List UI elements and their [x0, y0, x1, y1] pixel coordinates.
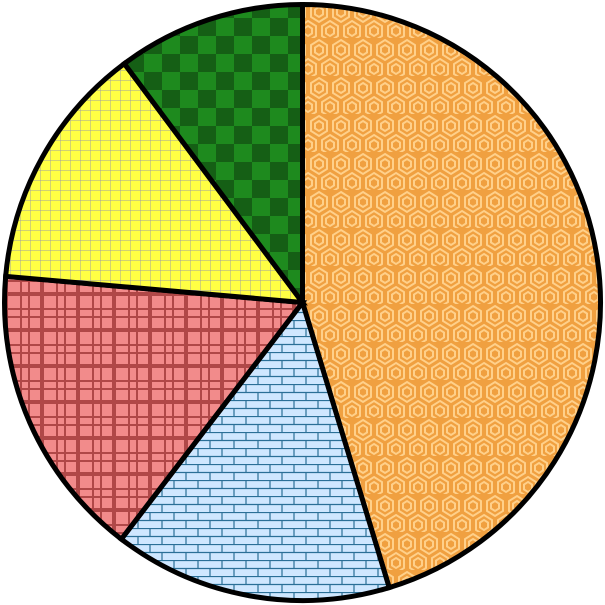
slice-yellow-grid — [2, 60, 308, 306]
slice-blue-brick — [117, 297, 393, 603]
slice-red-plaid — [2, 273, 308, 543]
slice-orange-hexagon — [300, 1, 603, 591]
slice-green-checker — [120, 1, 305, 311]
